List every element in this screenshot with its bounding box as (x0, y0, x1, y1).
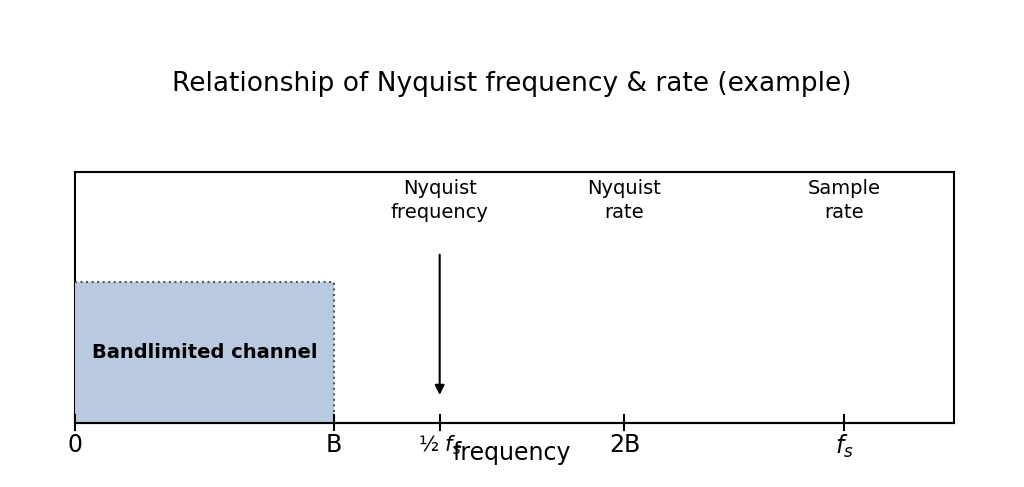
Bar (75, 171, 954, 423)
Text: Sample
rate: Sample rate (808, 179, 881, 222)
Text: Relationship of Nyquist frequency & rate (example): Relationship of Nyquist frequency & rate… (172, 71, 852, 97)
Text: ½ $f_s$: ½ $f_s$ (418, 433, 462, 457)
Text: 0: 0 (67, 433, 82, 457)
Text: frequency: frequency (453, 441, 571, 465)
Bar (75, 282, 334, 423)
Text: Nyquist
rate: Nyquist rate (588, 179, 662, 222)
Text: Bandlimited channel: Bandlimited channel (91, 343, 317, 362)
Text: 2B: 2B (609, 433, 640, 457)
Text: $f_s$: $f_s$ (836, 433, 854, 461)
Text: Nyquist
frequency: Nyquist frequency (391, 179, 488, 222)
Text: B: B (326, 433, 342, 457)
